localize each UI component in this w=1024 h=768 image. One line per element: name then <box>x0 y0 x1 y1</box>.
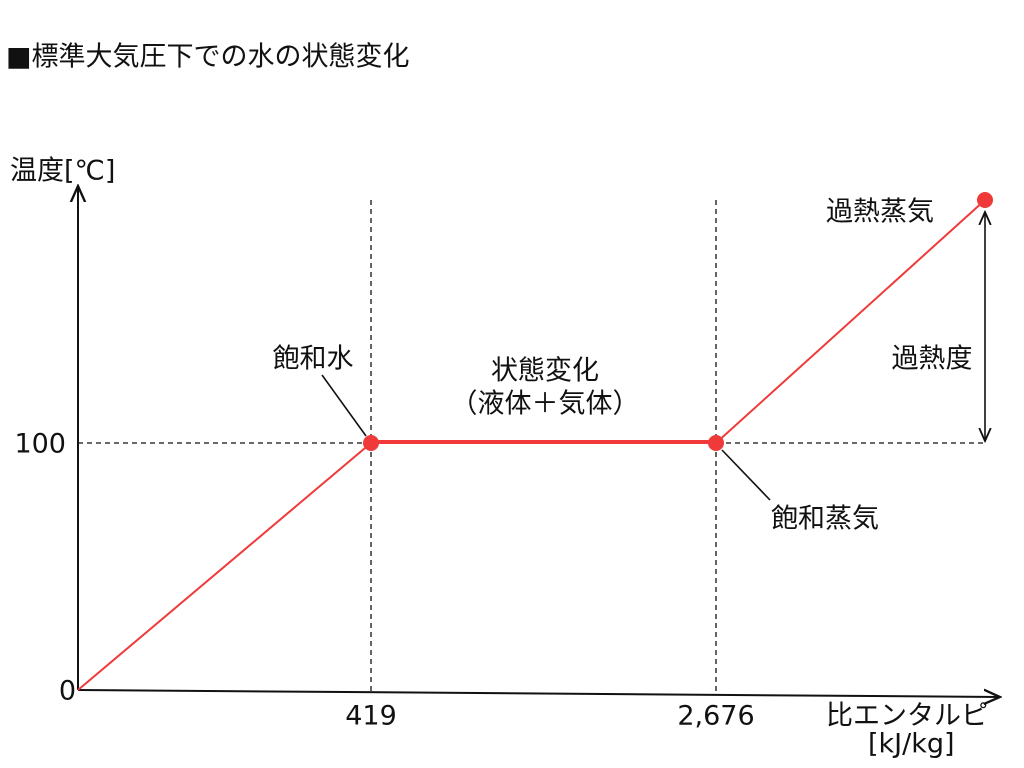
x-axis-label: 比エンタルピ <box>826 701 988 732</box>
annotation: 過熱度 <box>892 344 973 375</box>
guides <box>78 200 985 695</box>
x-axis-unit: [kJ/kg] <box>868 729 955 760</box>
x-tick-label: 2,676 <box>677 701 754 732</box>
y-axis-label: 温度[℃] <box>10 156 115 187</box>
point <box>363 435 379 451</box>
title: ■標準大気圧下での水の状態変化 <box>6 42 410 73</box>
point <box>977 192 993 208</box>
x-axis <box>77 690 1000 697</box>
leader-line <box>721 449 771 501</box>
annotation: 過熱蒸気 <box>826 197 934 228</box>
annotation: 飽和水 <box>273 344 354 375</box>
annotation: 状態変化 <box>491 356 599 387</box>
y-tick-label: 0 <box>59 676 76 707</box>
x-tick-label: 419 <box>345 701 397 732</box>
annotation: 飽和蒸気 <box>771 504 879 535</box>
state-curve <box>77 199 986 691</box>
annotation: （液体＋気体） <box>451 389 640 420</box>
point <box>708 435 724 451</box>
y-tick-label: 100 <box>14 429 66 460</box>
leader-line <box>321 374 367 437</box>
